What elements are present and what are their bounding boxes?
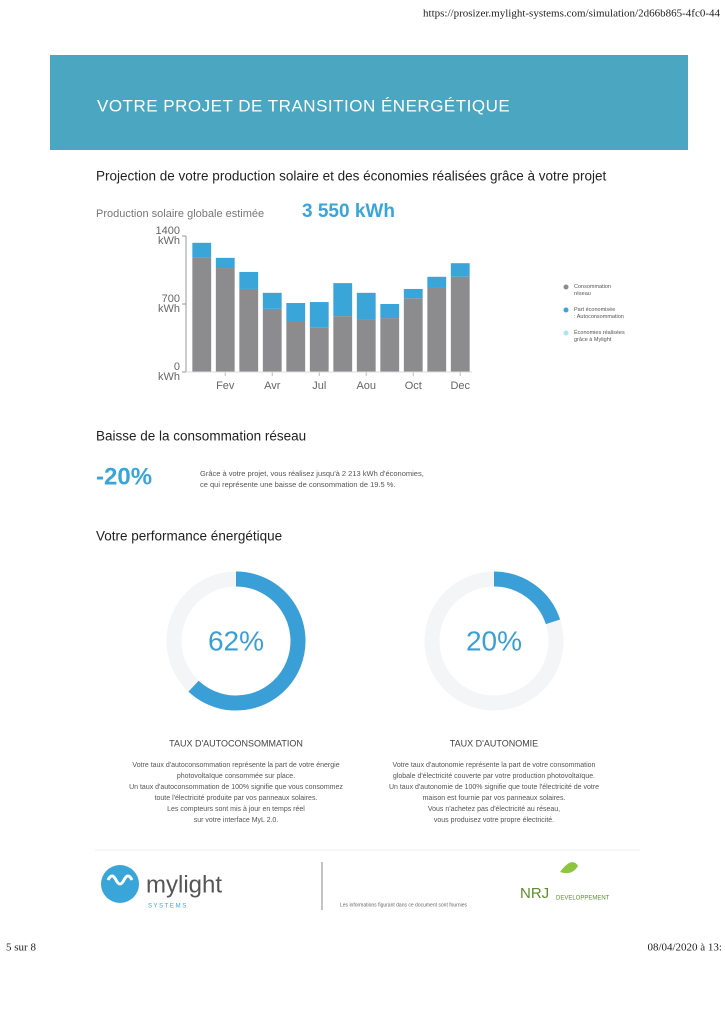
bar-segment xyxy=(262,292,282,309)
text-line: maison est fournie par vos panneaux sola… xyxy=(423,795,566,802)
disclaimer: Les informations figurant dans ce docume… xyxy=(340,902,468,908)
bar-segment xyxy=(286,321,306,372)
section-title: Projection de votre production solaire e… xyxy=(96,169,607,184)
reduction-value: -20% xyxy=(96,463,152,490)
legend-swatch xyxy=(563,330,569,336)
bar-segment xyxy=(333,283,353,317)
partner: NRJ xyxy=(520,885,549,902)
donuts: 62% TAUX D'AUTOCONSOMMATION 20% TAUX D'AUTO… xyxy=(166,571,564,748)
donut-title: TAUX D'AUTOCONSOMMATION xyxy=(169,738,303,748)
x-tick-label: Fev xyxy=(216,380,235,392)
autonomie-text: Votre taux d'autonomie représente la par… xyxy=(389,762,599,824)
text-line: Un taux d'autoconsommation de 100% signi… xyxy=(129,784,343,791)
print-date: 08/04/2020 à 13: xyxy=(647,942,722,954)
production-label: Production solaire globale estimée xyxy=(96,208,264,220)
brand-icon-wave xyxy=(106,874,134,886)
partner-leaf xyxy=(560,862,578,874)
text-line: sur votre interface MyL 2.0. xyxy=(194,817,279,824)
bar-segment xyxy=(380,304,400,319)
autoconsommation-text: Votre taux d'autoconsommation représente… xyxy=(129,762,343,824)
legend-label: Part économisée: Autoconsommation xyxy=(574,307,624,320)
legend-label: Consommation réseau xyxy=(574,284,611,297)
bar-segment xyxy=(309,327,329,372)
reduction-text: Grâce à votre projet, vous réalisez jusq… xyxy=(200,469,424,478)
text-line: Votre taux d'autoconsommation représente… xyxy=(132,762,339,769)
bar-segment xyxy=(427,276,447,288)
bar-segment xyxy=(215,268,235,372)
text-line: photovoltaïque consommée sur place. xyxy=(177,773,295,780)
url: https://prosizer.mylight-systems.com/sim… xyxy=(423,8,720,20)
bar-segment xyxy=(450,276,470,372)
text-line: Un taux d'autonomie de 100% signifie que… xyxy=(389,784,599,791)
section-title: Baisse de la consommation réseau xyxy=(96,429,306,444)
text-line: globale d'électricité couverte par votre… xyxy=(393,773,595,780)
x-tick-label: Oct xyxy=(405,380,422,392)
bar-segment xyxy=(450,263,470,277)
production-value: 3 550 kWh xyxy=(302,201,395,222)
bar-segment xyxy=(356,319,376,372)
x-tick-label: Jul xyxy=(312,380,326,392)
bar-segment xyxy=(427,287,447,372)
bar-segment xyxy=(192,242,212,258)
donut-arc xyxy=(493,571,561,625)
donut-value: 20% xyxy=(466,625,522,656)
brand-sub: S Y S T E M S xyxy=(148,904,186,910)
text-line: Les compteurs sont mis à jour en temps r… xyxy=(167,806,305,813)
header-title: VOTRE PROJET DE TRANSITION ÉNERGÉTIQUE xyxy=(97,96,510,115)
bar-chart: 0 kWh 700 kWh 1400 kWh Fev Avr Jul Aou Oct Dec Conso… xyxy=(156,225,625,392)
x-tick-label: Aou xyxy=(356,380,376,392)
y-tick-label: 1400 kWh xyxy=(156,225,180,247)
bar-segment xyxy=(215,257,235,269)
legend-swatch xyxy=(563,284,569,290)
bar-segment xyxy=(309,302,329,328)
brand: mylight xyxy=(146,871,222,898)
bar-segment xyxy=(403,288,423,299)
bar-segment xyxy=(192,257,212,372)
bar-segment xyxy=(286,303,306,321)
donut-value: 62% xyxy=(208,625,264,656)
bar-segment xyxy=(239,288,259,372)
y-tick-label: 700 kWh xyxy=(158,293,180,315)
page-number: 5 sur 8 xyxy=(6,942,36,954)
partner-sub: DEVELOPPEMENT xyxy=(556,896,610,902)
text-line: toute l'électricité produite par vos pan… xyxy=(155,795,318,802)
y-tick-label: 0 kWh xyxy=(158,361,180,383)
text-line: Votre taux d'autonomie représente la par… xyxy=(393,762,596,769)
header-band xyxy=(50,55,688,150)
reduction-text: ce qui représente une baisse de consomma… xyxy=(200,480,396,489)
donut-title: TAUX D'AUTONOMIE xyxy=(450,738,538,748)
x-tick-label: Avr xyxy=(264,380,281,392)
bar-segment xyxy=(333,316,353,372)
legend-swatch xyxy=(563,307,569,313)
text-line: Vous n'achetez pas d'électricité au rése… xyxy=(428,806,560,813)
bar-segment xyxy=(380,318,400,372)
text-line: vous produisez votre propre électricité. xyxy=(434,817,554,824)
bar-segment xyxy=(239,271,259,289)
bar-segment xyxy=(356,292,376,320)
section-title: Votre performance énergétique xyxy=(96,529,282,544)
legend-label: Économies réalisées grâce à Mylight xyxy=(574,329,625,343)
bar-segment xyxy=(403,298,423,372)
donut-arc xyxy=(188,571,306,711)
x-tick-label: Dec xyxy=(450,380,470,392)
bar-segment xyxy=(262,308,282,372)
